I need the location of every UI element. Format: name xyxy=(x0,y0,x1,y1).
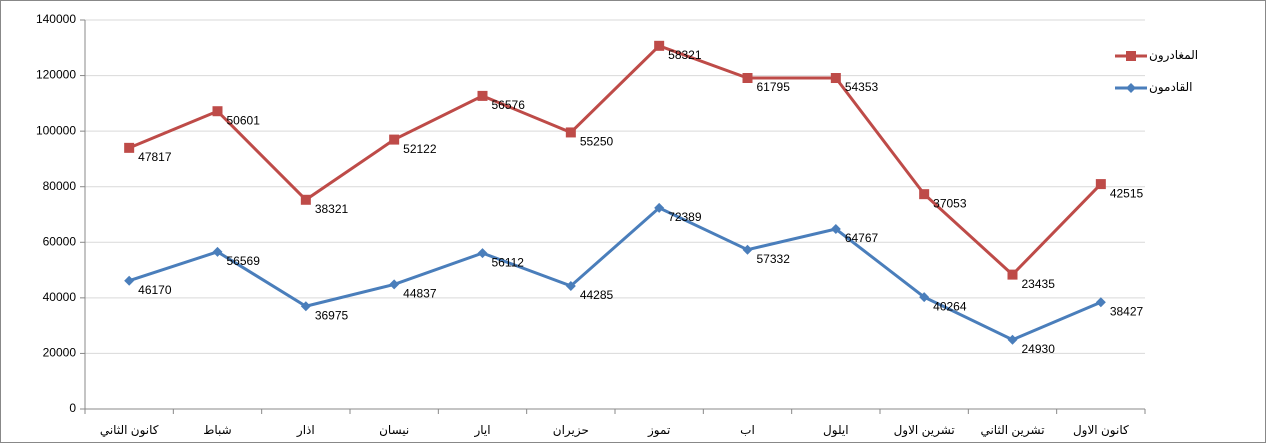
marker xyxy=(742,244,753,255)
marker xyxy=(124,275,135,286)
marker xyxy=(212,106,223,117)
data-label: 40264 xyxy=(933,299,967,313)
marker xyxy=(654,40,665,51)
series-line xyxy=(128,44,1102,277)
x-tick-label: كانون الثاني xyxy=(100,423,159,438)
marker xyxy=(565,127,576,138)
data-label: 52122 xyxy=(403,142,437,156)
data-label: 23435 xyxy=(1022,277,1056,291)
y-tick-label: 20000 xyxy=(43,346,77,360)
data-label: 37053 xyxy=(933,196,967,210)
data-label: 42515 xyxy=(1110,186,1144,200)
data-label: 57332 xyxy=(757,252,791,266)
x-tick-label: كانون الاول xyxy=(1073,423,1129,438)
marker xyxy=(830,224,841,235)
legend-marker xyxy=(1126,51,1136,61)
data-label: 50601 xyxy=(227,113,261,127)
series-line xyxy=(128,206,1102,342)
data-label: 55250 xyxy=(580,135,614,149)
x-tick-label: تشرين الاول xyxy=(894,423,955,438)
x-tick-label: اب xyxy=(740,423,755,437)
y-tick-label: 80000 xyxy=(43,179,77,193)
data-label: 38321 xyxy=(315,202,349,216)
marker xyxy=(477,248,488,259)
data-label: 61795 xyxy=(757,80,791,94)
marker xyxy=(477,90,488,101)
x-tick-label: نيسان xyxy=(379,423,409,437)
marker xyxy=(919,292,930,303)
marker xyxy=(389,279,400,290)
marker xyxy=(1095,297,1106,308)
y-tick-label: 120000 xyxy=(36,68,76,82)
marker xyxy=(300,194,311,205)
marker xyxy=(742,72,753,83)
data-label: 56112 xyxy=(492,255,525,269)
data-label: 46170 xyxy=(138,283,172,297)
y-tick-label: 60000 xyxy=(43,234,77,248)
x-tick-label: ايلول xyxy=(823,423,849,438)
data-label: 44285 xyxy=(580,288,614,302)
marker xyxy=(124,142,135,153)
data-label: 24930 xyxy=(1022,342,1056,356)
marker xyxy=(1007,334,1018,345)
marker xyxy=(654,202,665,213)
marker xyxy=(300,301,311,312)
data-label: 47817 xyxy=(138,150,172,164)
data-label: 56569 xyxy=(227,254,261,268)
legend-label: المغادرون xyxy=(1149,48,1198,63)
data-label: 36975 xyxy=(315,308,349,322)
data-label: 56576 xyxy=(492,98,526,112)
x-tick-label: تموز xyxy=(647,423,670,438)
x-tick-label: تشرين الثاني xyxy=(980,423,1044,438)
marker xyxy=(1007,269,1018,280)
x-tick-label: اذار xyxy=(296,423,315,438)
marker xyxy=(1095,179,1106,190)
marker xyxy=(919,189,930,200)
y-tick-label: 100000 xyxy=(36,123,76,137)
y-tick-label: 40000 xyxy=(43,290,77,304)
y-tick-label: 140000 xyxy=(36,12,76,26)
y-tick-label: 0 xyxy=(69,401,76,415)
data-label: 44837 xyxy=(403,287,437,301)
marker xyxy=(212,246,223,257)
data-label: 38427 xyxy=(1110,304,1144,318)
data-label: 58321 xyxy=(668,48,702,62)
x-tick-label: ايار xyxy=(473,423,490,438)
x-tick-label: شباط xyxy=(203,423,231,437)
marker xyxy=(830,73,841,84)
legend-label: القادمون xyxy=(1149,80,1193,95)
marker xyxy=(565,280,576,291)
data-label: 64767 xyxy=(845,231,879,245)
x-tick-label: حزيران xyxy=(553,423,589,438)
data-label: 54353 xyxy=(845,80,879,94)
legend-marker xyxy=(1126,83,1136,93)
data-label: 72389 xyxy=(668,210,702,224)
marker xyxy=(389,134,400,145)
